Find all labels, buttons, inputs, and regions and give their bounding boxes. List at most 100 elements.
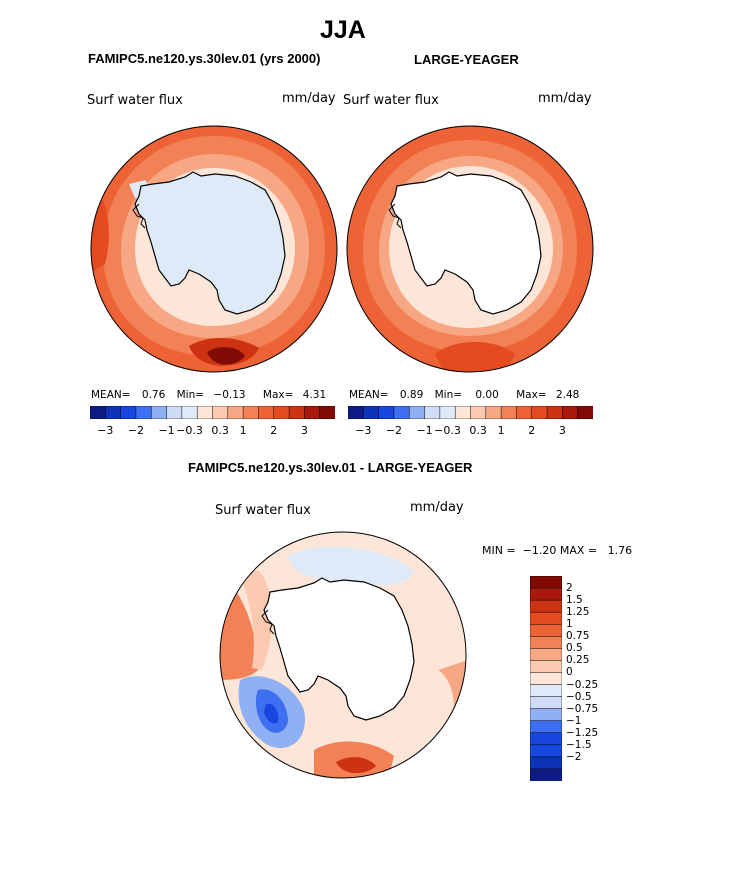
colorbar-swatch xyxy=(212,406,229,419)
colorbar-tick-label: −3 xyxy=(355,424,372,437)
ocean-south-positive-strong xyxy=(336,757,376,774)
diff-units-label: mm/day xyxy=(410,500,464,515)
colorbar-swatch xyxy=(530,756,562,770)
colorbar-tick-label: 2 xyxy=(528,424,536,437)
colorbar-tick-label: −0.3 xyxy=(176,424,203,437)
colorbar-swatch xyxy=(500,406,517,419)
right-case-title: LARGE-YEAGER xyxy=(414,52,519,67)
colorbar-tick-label: −3 xyxy=(97,424,114,437)
colorbar-swatch xyxy=(424,406,441,419)
colorbar-swatch xyxy=(120,406,137,419)
diff-polar-map xyxy=(219,531,467,779)
colorbar-tick-label: −2 xyxy=(566,750,582,763)
colorbar-tick-label: −1 xyxy=(158,424,175,437)
left-stats: MEAN= 0.76 Min= −0.13 Max= 4.31 xyxy=(91,389,327,401)
colorbar-swatch xyxy=(105,406,122,419)
colorbar-swatch xyxy=(90,406,106,419)
colorbar-swatch xyxy=(530,576,562,589)
colorbar-swatch xyxy=(530,744,562,758)
left-polar-map xyxy=(90,125,338,373)
colorbar-tick-label: 0 xyxy=(566,666,573,679)
colorbar-swatch xyxy=(304,406,321,419)
colorbar-swatch xyxy=(196,406,214,419)
peninsula-coastline xyxy=(388,203,402,229)
colorbar-swatch xyxy=(530,768,562,781)
colorbar-swatch xyxy=(378,406,395,419)
colorbar-tick-label: −0.75 xyxy=(566,702,599,715)
right-variable-label: Surf water flux xyxy=(343,93,439,108)
diff-variable-label: Surf water flux xyxy=(215,503,311,518)
colorbar-tick-label: 0.3 xyxy=(469,424,487,437)
colorbar-swatch xyxy=(273,406,290,419)
colorbar-swatch xyxy=(531,406,548,419)
left-colorbar xyxy=(90,406,335,419)
ocean-south-warm xyxy=(435,342,515,372)
colorbar-swatch xyxy=(470,406,487,419)
colorbar-swatch xyxy=(439,406,456,419)
colorbar-swatch xyxy=(409,406,426,419)
colorbar-swatch xyxy=(577,406,593,419)
colorbar-swatch xyxy=(227,406,244,419)
diff-colorbar xyxy=(530,576,562,781)
colorbar-swatch xyxy=(393,406,410,419)
ocean-southwest-negative-core xyxy=(264,703,279,724)
diff-stats: MIN = −1.20 MAX = 1.76 xyxy=(482,544,633,557)
colorbar-tick-label: 3 xyxy=(300,424,308,437)
colorbar-tick-label: 0.75 xyxy=(566,630,590,643)
colorbar-tick-label: −1.5 xyxy=(566,738,592,751)
left-case-title: FAMIPC5.ne120.ys.30lev.01 (yrs 2000) xyxy=(88,51,321,66)
colorbar-swatch xyxy=(166,406,183,419)
colorbar-tick-label: −0.25 xyxy=(566,678,599,691)
colorbar-tick-label: −2 xyxy=(385,424,403,437)
colorbar-swatch xyxy=(530,599,562,613)
colorbar-swatch xyxy=(530,623,562,637)
colorbar-tick-label: 3 xyxy=(558,424,566,437)
colorbar-swatch xyxy=(530,708,562,722)
colorbar-tick-label: 0.5 xyxy=(566,642,583,655)
colorbar-tick-label: 2 xyxy=(270,424,278,437)
right-units-label: mm/day xyxy=(538,91,592,106)
page-title: JJA xyxy=(320,16,366,44)
ocean-north-negative xyxy=(288,546,414,586)
peninsula-coastline xyxy=(132,203,146,229)
colorbar-swatch xyxy=(454,406,472,419)
colorbar-swatch xyxy=(181,406,198,419)
peninsula-coastline xyxy=(261,609,275,635)
left-variable-label: Surf water flux xyxy=(87,93,183,108)
colorbar-swatch xyxy=(288,406,305,419)
colorbar-swatch xyxy=(242,406,259,419)
colorbar-tick-label: 0.3 xyxy=(211,424,229,437)
colorbar-swatch xyxy=(530,684,562,698)
colorbar-swatch xyxy=(530,696,562,710)
right-stats: MEAN= 0.89 Min= 0.00 Max= 2.48 xyxy=(349,389,580,401)
ocean-south-hotspot-core xyxy=(207,347,245,365)
colorbar-swatch xyxy=(363,406,380,419)
colorbar-tick-label: −0.5 xyxy=(566,690,592,703)
colorbar-swatch xyxy=(135,406,152,419)
colorbar-swatch xyxy=(485,406,502,419)
colorbar-tick-label: 1.5 xyxy=(566,594,583,607)
colorbar-swatch xyxy=(562,406,579,419)
left-units-label: mm/day xyxy=(282,91,336,106)
colorbar-swatch xyxy=(530,611,562,625)
colorbar-tick-label: 1 xyxy=(239,424,247,437)
colorbar-swatch xyxy=(516,406,533,419)
colorbar-tick-label: 1 xyxy=(497,424,505,437)
colorbar-tick-label: 1.25 xyxy=(566,606,590,619)
colorbar-tick-label: −1 xyxy=(566,714,582,727)
colorbar-tick-label: 1 xyxy=(566,618,573,631)
colorbar-swatch xyxy=(530,732,562,746)
colorbar-swatch xyxy=(348,406,364,419)
diff-title: FAMIPC5.ne120.ys.30lev.01 - LARGE-YEAGER xyxy=(188,460,473,475)
colorbar-swatch xyxy=(546,406,563,419)
colorbar-swatch xyxy=(530,636,562,649)
colorbar-tick-label: −1.25 xyxy=(566,726,599,739)
colorbar-swatch xyxy=(530,660,562,674)
colorbar-swatch xyxy=(530,720,562,734)
colorbar-swatch xyxy=(319,406,335,419)
colorbar-tick-label: −1 xyxy=(416,424,433,437)
ocean-west-positive-light xyxy=(238,570,272,670)
right-colorbar xyxy=(348,406,593,419)
colorbar-tick-label: −0.3 xyxy=(434,424,461,437)
colorbar-swatch xyxy=(530,672,562,686)
